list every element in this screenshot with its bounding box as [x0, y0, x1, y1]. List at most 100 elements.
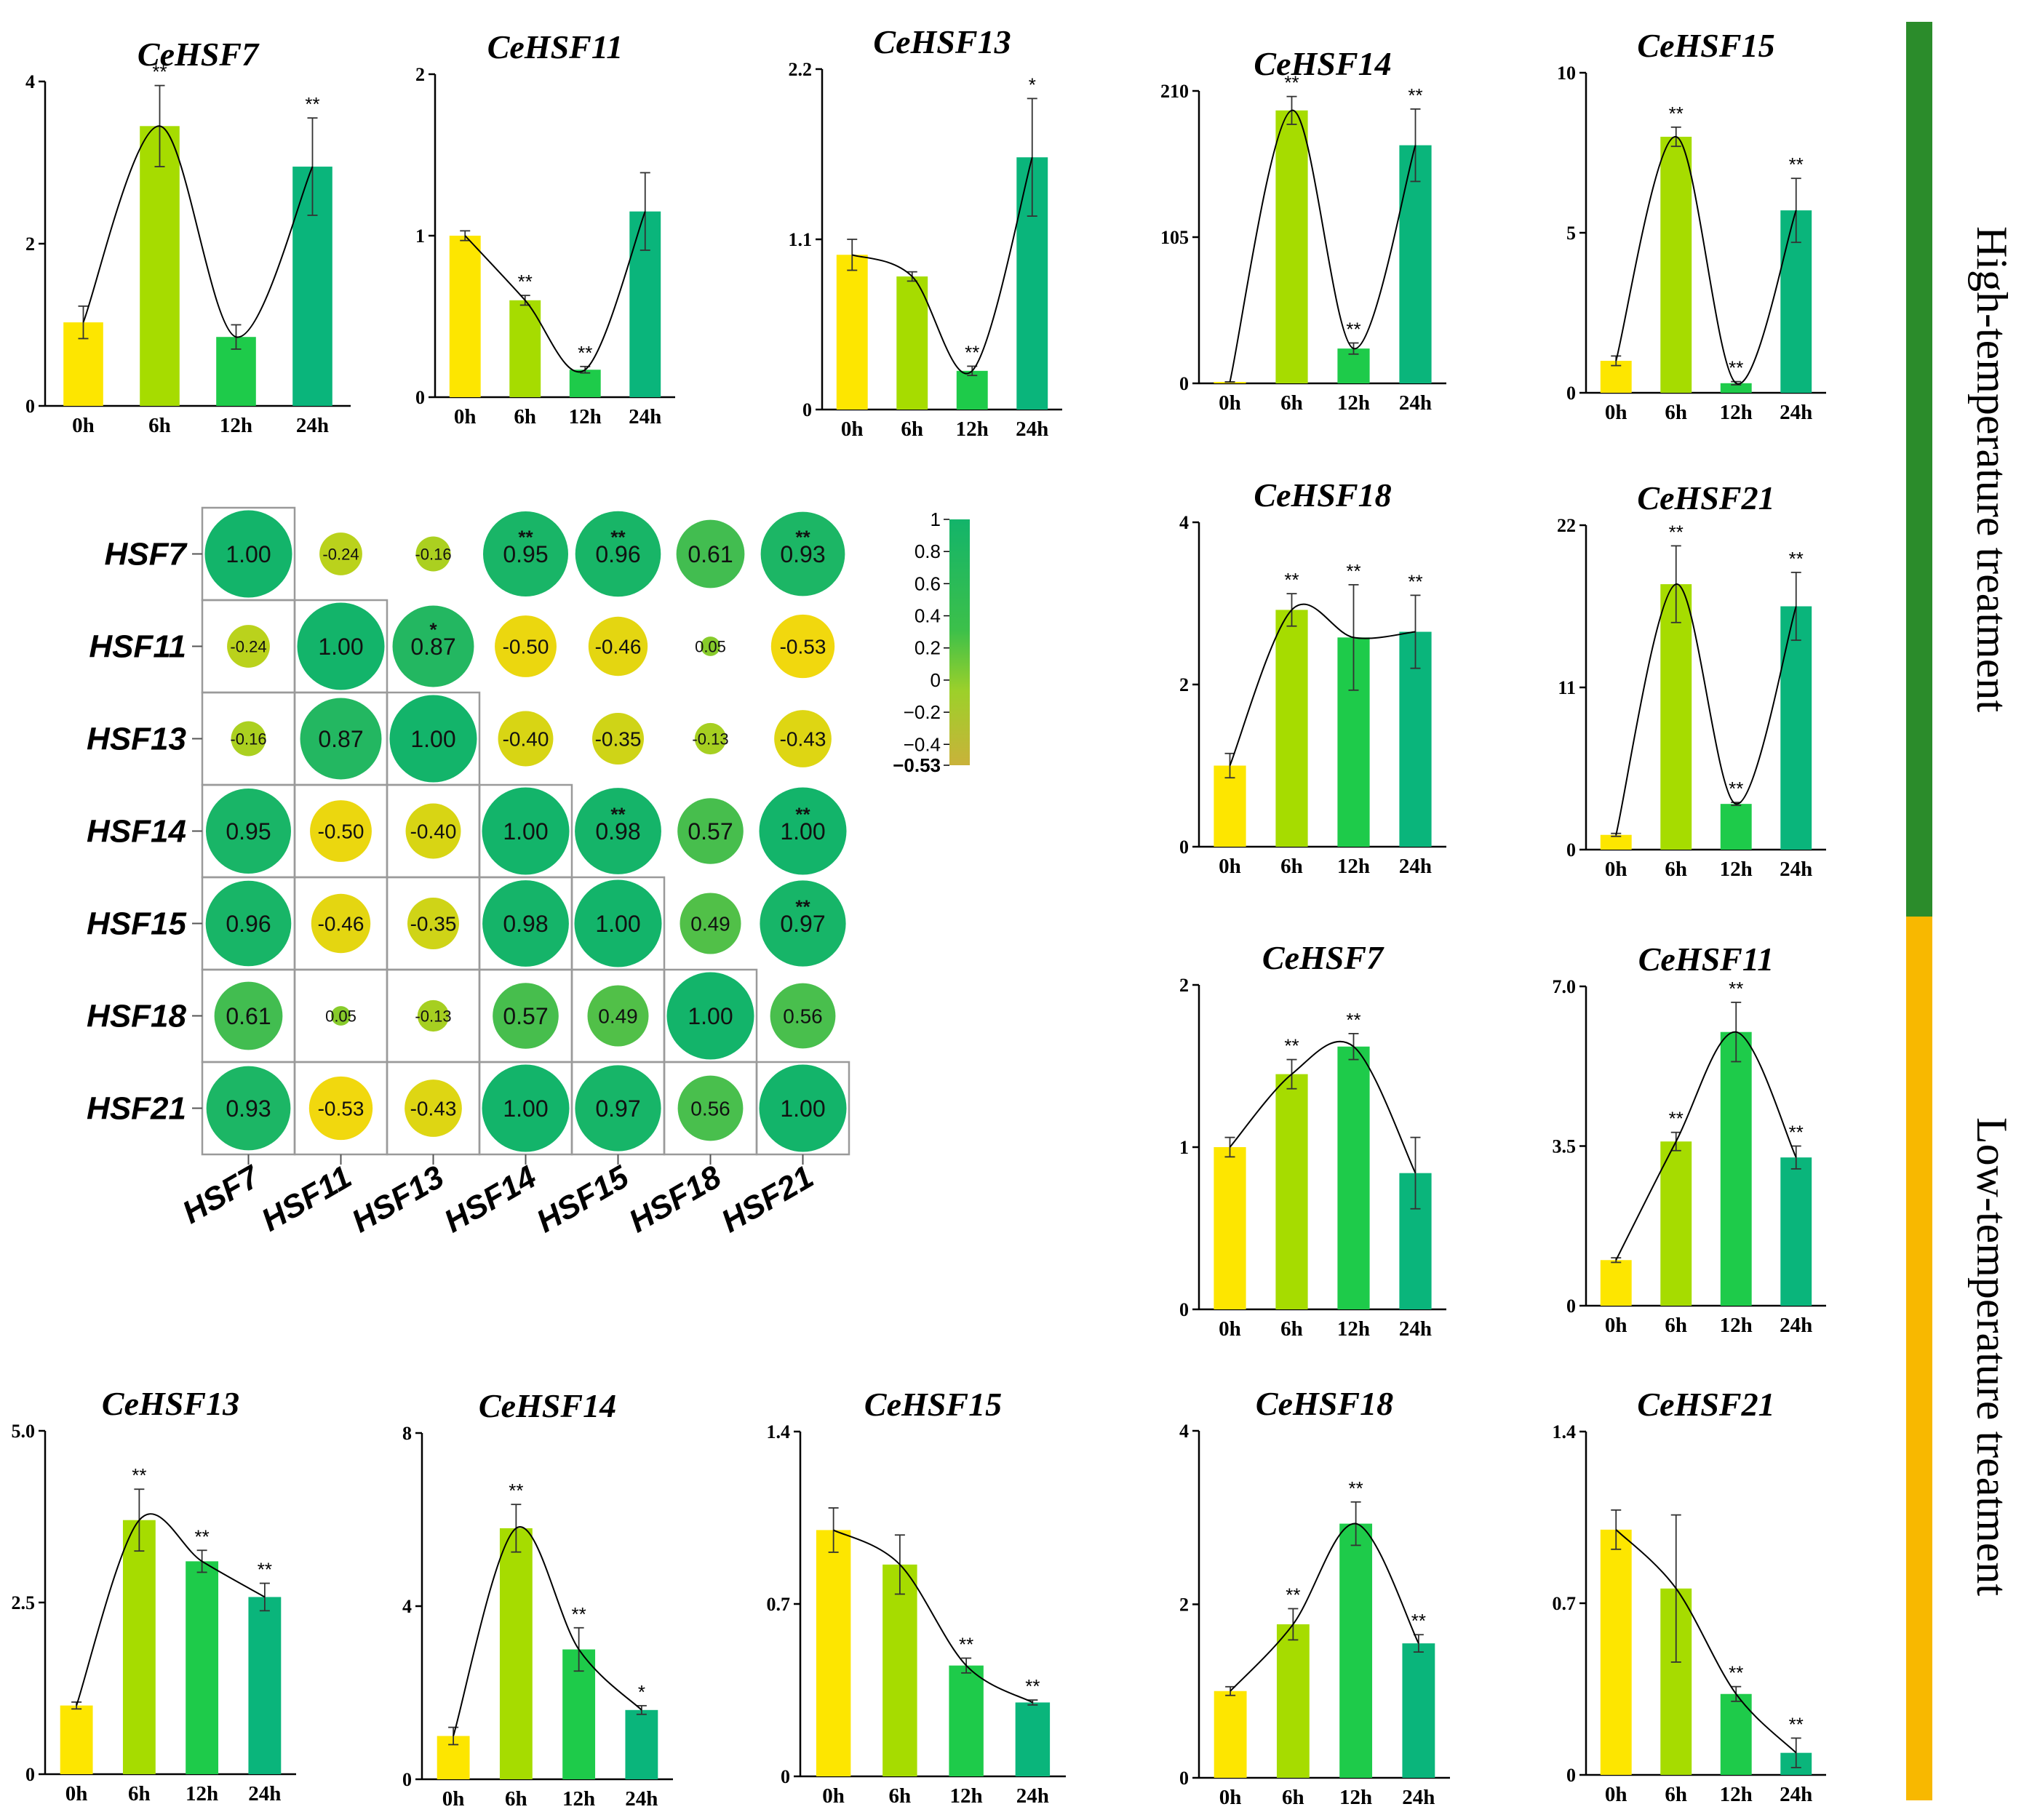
- x-tick-label: 0h: [442, 1787, 465, 1811]
- x-tick-label: 6h: [128, 1782, 151, 1805]
- y-tick-label: 4: [402, 1596, 412, 1617]
- bar-chart-low-CeHSF11: CeHSF11 0 3.5 7.0 0h ** 6h ** 12h ** 24h: [1553, 941, 1826, 1337]
- significance-label: **: [1025, 1675, 1040, 1697]
- matrix-cell: 0.49: [680, 893, 741, 954]
- matrix-cell: -0.40: [405, 803, 461, 859]
- x-tick-label: 6h: [514, 405, 536, 428]
- bar-6h: [1275, 1074, 1308, 1309]
- matrix-row-label: HSF14: [87, 814, 186, 850]
- matrix-cell: 0.98: [482, 880, 569, 967]
- colorbar: [949, 519, 970, 765]
- significance-label: **: [572, 1603, 586, 1625]
- y-tick-label: 0: [415, 387, 425, 408]
- trend-line: [76, 1513, 266, 1706]
- significance-label: **: [1729, 978, 1743, 999]
- x-tick-label: 12h: [1720, 401, 1753, 424]
- bar-chart-low-CeHSF7: CeHSF7 0 1 2 0h ** 6h ** 12h 24h: [1179, 939, 1446, 1341]
- correlation-circle: [666, 972, 754, 1060]
- colorbar-tick-label: 0.2: [915, 637, 941, 659]
- x-tick-label: 6h: [889, 1784, 912, 1808]
- low-temperature-label: Low-temperature treatment: [1968, 1117, 2016, 1596]
- significance-label: **: [1408, 570, 1422, 592]
- y-tick-label: 10: [1557, 63, 1576, 84]
- correlation-value: 0.87: [410, 634, 455, 660]
- y-tick-label: 4: [1179, 1421, 1189, 1442]
- bar-6h: [1660, 1141, 1692, 1306]
- bar-12h: [956, 370, 988, 410]
- y-tick-label: 0: [1566, 839, 1576, 861]
- trend-line: [1229, 109, 1417, 383]
- correlation-circle: [770, 614, 835, 679]
- correlation-circle: [319, 532, 362, 575]
- correlation-circle: [677, 1075, 744, 1141]
- correlation-circle: [677, 798, 744, 864]
- x-tick-label: 24h: [1016, 1784, 1049, 1808]
- x-tick-label: 12h: [950, 1784, 983, 1808]
- correlation-value: 1.00: [503, 1095, 548, 1122]
- x-tick-label: 0h: [1219, 1786, 1242, 1809]
- correlation-value: 0.49: [690, 913, 730, 935]
- trend-line: [1615, 136, 1797, 385]
- correlation-circle: [297, 602, 385, 690]
- y-tick-label: 22: [1557, 515, 1576, 536]
- y-tick-label: 1.1: [789, 229, 813, 250]
- correlation-value: -0.40: [503, 728, 549, 751]
- chart-title: CeHSF13: [102, 1385, 239, 1422]
- correlation-significance: **: [610, 527, 626, 548]
- y-tick-label: 2.2: [789, 59, 813, 80]
- x-tick-label: 12h: [1720, 1314, 1753, 1337]
- bar-chart-high-CeHSF21: CeHSF21 0 11 22 0h ** 6h ** 12h ** 24h: [1557, 479, 1826, 881]
- x-tick-label: 24h: [1780, 401, 1812, 424]
- treatment-bands: High-temperature treatment Low-temperatu…: [1906, 22, 2016, 1800]
- significance-label: **: [1349, 1477, 1363, 1499]
- x-tick-label: 6h: [1665, 401, 1687, 424]
- correlation-value: 1.00: [318, 634, 363, 660]
- bar-chart-low-CeHSF13: CeHSF13 0 2.5 5.0 0h ** 6h ** 12h ** 24h: [12, 1385, 296, 1805]
- y-tick-label: 105: [1160, 227, 1189, 248]
- significance-label: **: [1669, 521, 1684, 543]
- correlation-value: -0.43: [410, 1098, 457, 1120]
- matrix-row-label: HSF13: [87, 722, 186, 757]
- matrix-cell: -0.53: [308, 1076, 373, 1141]
- correlation-circle: [300, 698, 382, 780]
- x-tick-label: 24h: [248, 1782, 281, 1805]
- matrix-cell: 1.00: [204, 510, 292, 598]
- x-tick-label: 6h: [1280, 1317, 1303, 1341]
- matrix-cell: 0.61: [214, 981, 283, 1050]
- y-tick-label: 210: [1160, 81, 1189, 102]
- matrix-cell: 0.95**: [483, 511, 568, 596]
- significance-label: **: [258, 1559, 272, 1581]
- matrix-cell: 0.05: [695, 636, 726, 656]
- matrix-cell: -0.16: [415, 536, 452, 572]
- y-tick-label: 0.7: [767, 1594, 791, 1615]
- correlation-circle: [407, 898, 459, 949]
- x-tick-label: 0h: [72, 414, 95, 437]
- y-tick-label: 1: [415, 225, 425, 247]
- correlation-circle: [495, 615, 557, 677]
- bar-0h: [1214, 1147, 1246, 1309]
- correlation-circle: [415, 536, 451, 572]
- bar-0h: [449, 236, 481, 397]
- trend-line: [82, 125, 314, 338]
- trend-line: [453, 1526, 642, 1736]
- correlation-value: -0.46: [318, 913, 364, 935]
- matrix-cell: -0.46: [311, 893, 371, 954]
- matrix-cell: 1.00: [574, 879, 662, 967]
- bar-0h: [1214, 765, 1246, 847]
- significance-label: **: [1789, 153, 1804, 175]
- matrix-cell: 0.49: [587, 985, 649, 1047]
- correlation-value: 0.56: [783, 1005, 823, 1028]
- bar-6h: [1275, 610, 1308, 847]
- significance-label: **: [1789, 1122, 1804, 1144]
- x-tick-label: 24h: [625, 1787, 658, 1811]
- y-tick-label: 3.5: [1553, 1136, 1577, 1157]
- y-tick-label: 0.7: [1553, 1593, 1577, 1614]
- x-tick-label: 24h: [629, 405, 661, 428]
- x-tick-label: 24h: [1780, 1314, 1812, 1337]
- matrix-cell: 1.00: [759, 1064, 847, 1152]
- bar-chart-high-CeHSF18: CeHSF18 0 2 4 0h ** 6h ** 12h ** 24h: [1179, 476, 1446, 878]
- correlation-value: 1.00: [410, 726, 455, 752]
- matrix-cell: 0.87: [300, 698, 382, 780]
- y-tick-label: 0: [1566, 1296, 1576, 1317]
